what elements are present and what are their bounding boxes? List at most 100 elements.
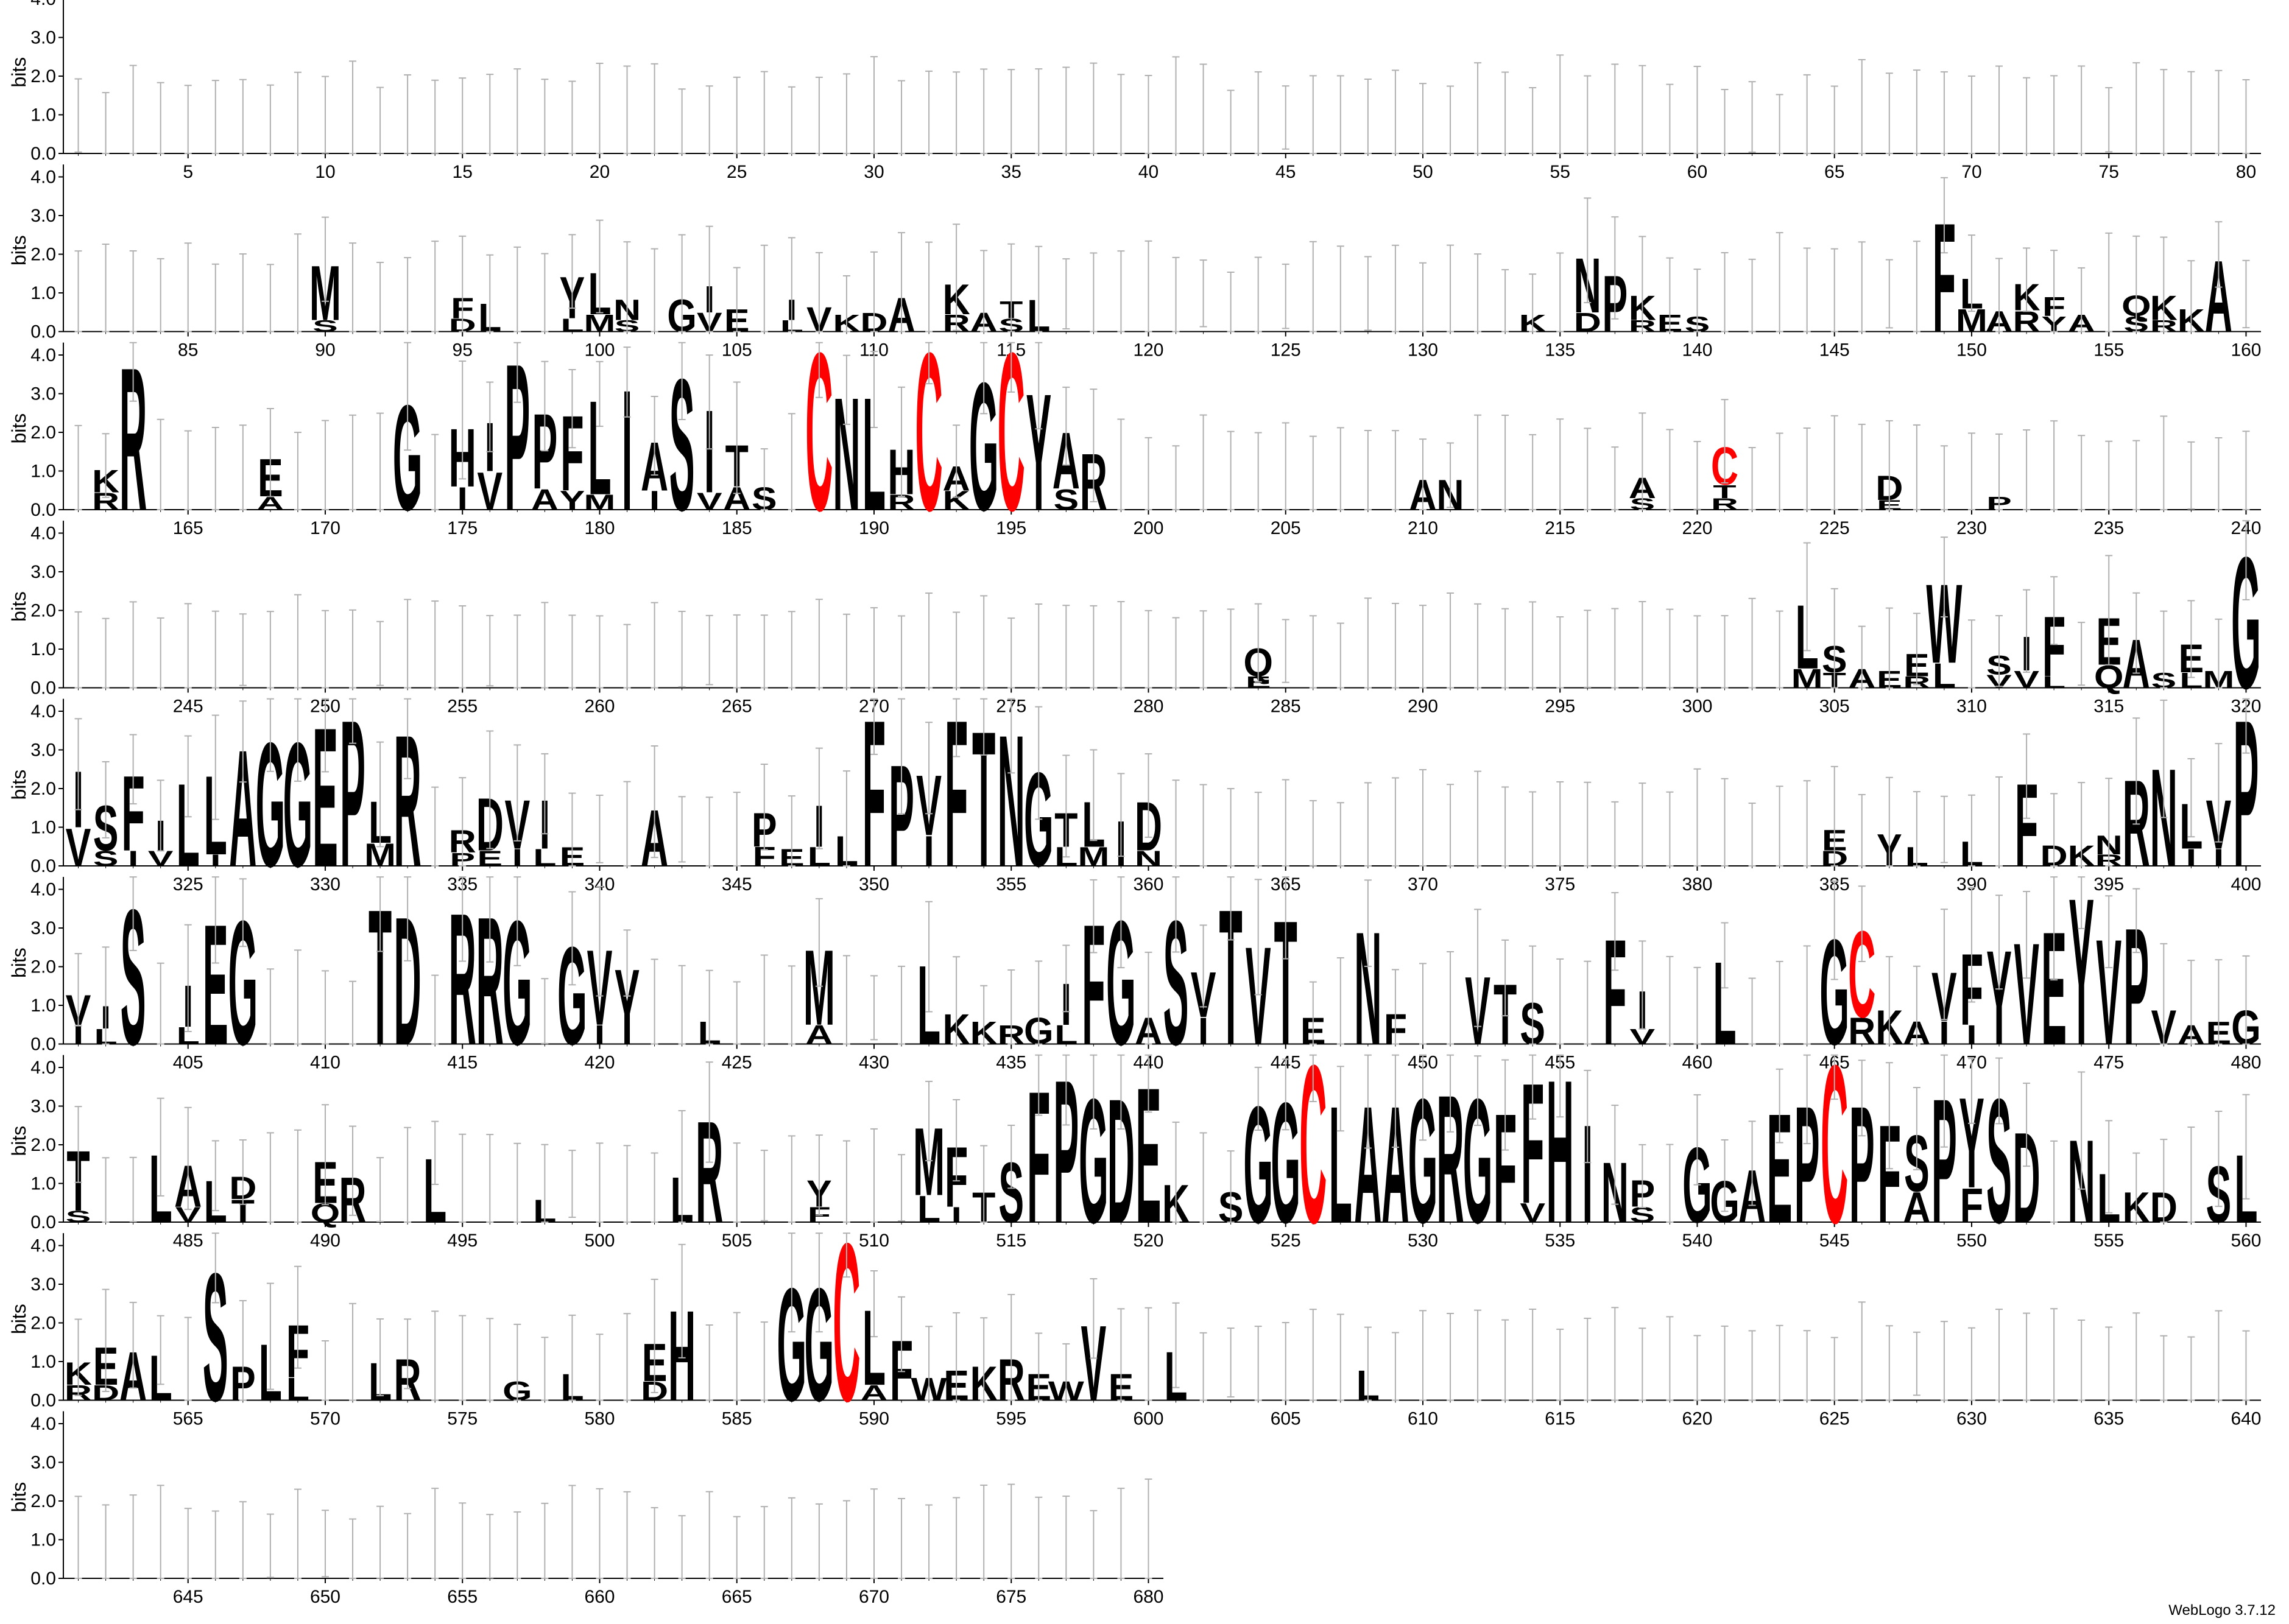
logo-letter-I: I: [512, 845, 523, 871]
logo-letter-V: V: [66, 818, 91, 878]
logo-letter-I: I: [457, 481, 468, 516]
logo-letter-L: L: [1933, 656, 1956, 695]
y-tick-label: 3.0: [30, 1453, 56, 1473]
y-tick-label: 4.0: [30, 1414, 56, 1434]
x-tick-label: 25: [727, 162, 747, 182]
logo-letter-L: L: [1054, 1020, 1077, 1050]
x-tick-label: 560: [2231, 1231, 2261, 1251]
x-tick-label: 375: [1545, 874, 1575, 895]
x-tick-label: 190: [859, 518, 889, 538]
x-tick-label: 380: [1682, 874, 1712, 895]
x-tick-label: 220: [1682, 518, 1712, 538]
x-tick-label: 480: [2231, 1053, 2261, 1073]
x-tick-label: 605: [1271, 1409, 1301, 1429]
x-tick-label: 255: [447, 697, 478, 717]
x-tick-label: 260: [584, 697, 615, 717]
x-tick-label: 460: [1682, 1053, 1712, 1073]
y-tick-label: 2.0: [30, 779, 56, 799]
x-tick-label: 520: [1133, 1231, 1163, 1251]
x-tick-label: 595: [996, 1409, 1026, 1429]
x-tick-label: 290: [1408, 697, 1438, 717]
x-tick-label: 535: [1545, 1231, 1575, 1251]
x-tick-label: 10: [315, 162, 335, 182]
x-tick-label: 280: [1133, 697, 1163, 717]
x-tick-label: 410: [310, 1053, 340, 1073]
logo-letter-D: D: [1574, 308, 1601, 337]
logo-letter-L: L: [533, 845, 556, 871]
x-tick-label: 125: [1271, 340, 1301, 360]
x-tick-label: 650: [310, 1587, 340, 1607]
x-tick-label: 660: [584, 1587, 615, 1607]
y-tick-label: 4.0: [30, 701, 56, 722]
x-tick-label: 495: [447, 1231, 478, 1251]
logo-letter-M: M: [584, 490, 615, 515]
x-tick-label: 505: [722, 1231, 752, 1251]
logo-letter-N: N: [1135, 846, 1162, 871]
logo-letter-Y: Y: [560, 486, 585, 516]
x-tick-label: 155: [2093, 340, 2124, 360]
y-tick-label: 1.0: [30, 639, 56, 659]
y-axis-title: bits: [8, 1304, 30, 1334]
logo-letter-L: L: [560, 315, 584, 336]
x-tick-label: 15: [453, 162, 473, 182]
y-tick-label: 3.0: [30, 384, 56, 404]
x-tick-label: 550: [1956, 1231, 1987, 1251]
y-tick-label: 4.0: [30, 345, 56, 365]
logo-letter-L: L: [917, 1189, 940, 1231]
x-tick-label: 610: [1408, 1409, 1438, 1429]
logo-letter-S: S: [66, 1208, 91, 1226]
logo-letter-I: I: [1582, 1096, 1593, 1252]
x-tick-label: 265: [722, 697, 752, 717]
y-tick-label: 1.0: [30, 1174, 56, 1194]
x-tick-label: 175: [447, 518, 478, 538]
x-tick-label: 245: [173, 697, 203, 717]
x-tick-label: 515: [996, 1231, 1026, 1251]
x-tick-label: 575: [447, 1409, 478, 1429]
y-tick-label: 1.0: [30, 1530, 56, 1550]
logo-letter-A: A: [531, 483, 559, 516]
y-tick-label: 0.0: [30, 1212, 56, 1232]
y-tick-label: 4.0: [30, 0, 56, 9]
y-tick-label: 3.0: [30, 740, 56, 761]
x-tick-label: 305: [1819, 697, 1850, 717]
y-tick-label: 0.0: [30, 678, 56, 698]
logo-letter-I: I: [210, 852, 220, 870]
x-tick-label: 430: [859, 1053, 889, 1073]
x-tick-label: 565: [173, 1409, 203, 1429]
x-tick-label: 180: [584, 518, 615, 538]
y-tick-label: 0.0: [30, 1569, 56, 1589]
x-tick-label: 65: [1824, 162, 1844, 182]
x-tick-label: 330: [310, 874, 340, 895]
x-tick-label: 645: [173, 1587, 203, 1607]
y-tick-label: 1.0: [30, 1352, 56, 1372]
x-tick-label: 670: [859, 1587, 889, 1607]
y-tick-label: 1.0: [30, 105, 56, 125]
x-tick-label: 105: [722, 340, 752, 360]
x-tick-label: 675: [996, 1587, 1026, 1607]
x-tick-label: 370: [1408, 874, 1438, 895]
y-tick-label: 0.0: [30, 1391, 56, 1411]
x-tick-label: 620: [1682, 1409, 1712, 1429]
logo-letter-L: L: [2042, 673, 2065, 691]
x-tick-label: 425: [722, 1053, 752, 1073]
logo-letter-R: R: [1711, 496, 1738, 513]
x-tick-label: 160: [2231, 340, 2261, 360]
x-tick-label: 35: [1001, 162, 1021, 182]
x-tick-label: 85: [178, 340, 198, 360]
y-axis-title: bits: [8, 947, 30, 978]
logo-letter-I: I: [923, 828, 934, 876]
x-tick-label: 490: [310, 1231, 340, 1251]
x-tick-label: 20: [590, 162, 610, 182]
logo-letter-I: I: [128, 846, 138, 871]
x-tick-label: 95: [453, 340, 473, 360]
x-tick-label: 5: [183, 162, 193, 182]
x-tick-label: 215: [1545, 518, 1575, 538]
x-tick-label: 545: [1819, 1231, 1850, 1251]
x-tick-label: 295: [1545, 697, 1575, 717]
